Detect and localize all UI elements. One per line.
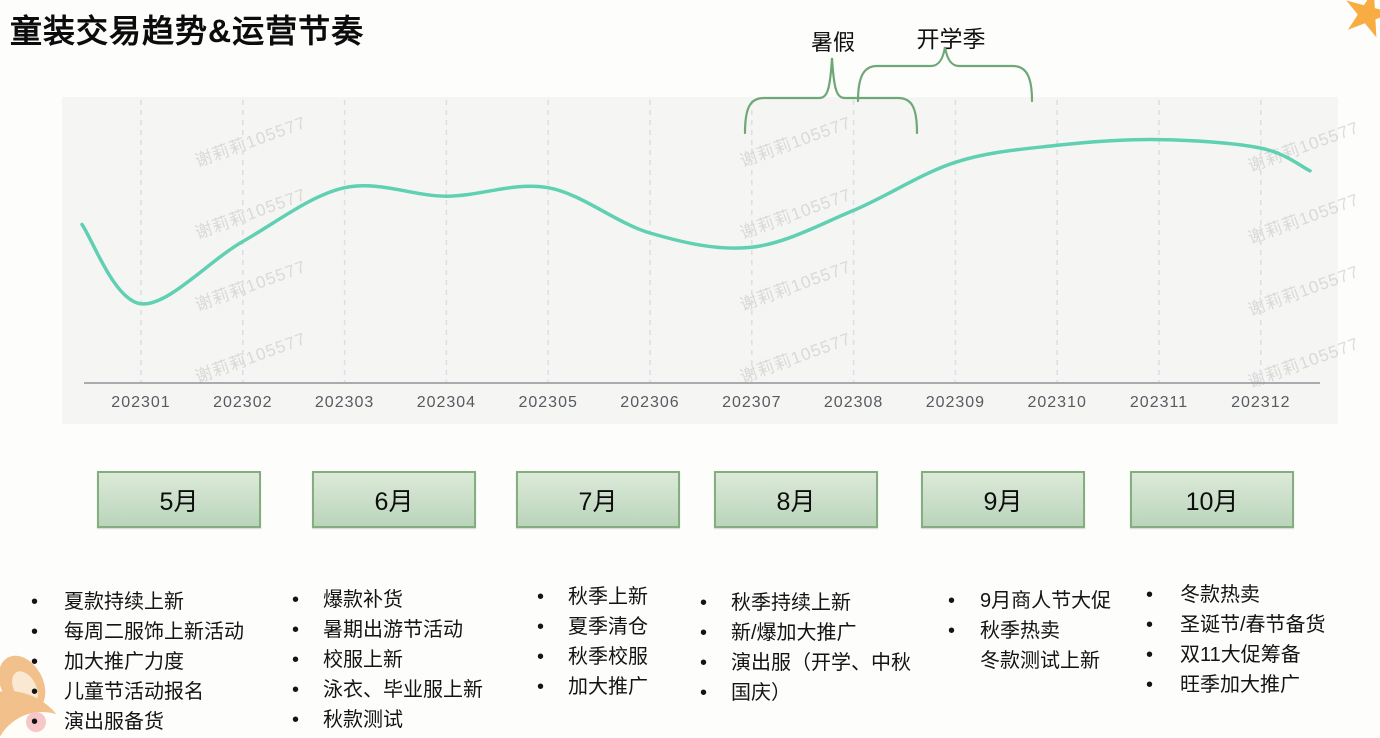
bullet-dot: • — [292, 619, 300, 641]
axis-tick-label: 202303 — [314, 394, 375, 411]
list-item-text: 儿童节活动报名 — [64, 681, 204, 703]
summer-brace — [743, 57, 919, 135]
list-item-text: 秋季校服 — [568, 646, 648, 668]
axis-tick-label: 202306 — [620, 394, 680, 411]
bullet-dot: • — [1146, 614, 1154, 636]
list-item-text: 加大推广力度 — [64, 651, 184, 673]
list-item-text: 暑期出游节活动 — [323, 619, 463, 641]
list-item-text: 夏季清仓 — [568, 616, 648, 638]
bullet-dot: • — [1146, 584, 1154, 606]
bullet-dot: • — [537, 616, 545, 638]
list-item-text: 冬款测试上新 — [980, 650, 1100, 672]
bullet-dot: • — [948, 590, 956, 612]
month-box-may: 5月 — [97, 471, 261, 528]
mascot-decoration — [0, 655, 85, 738]
axis-tick-label: 202304 — [416, 394, 477, 411]
axis-tick-label: 202311 — [1129, 394, 1189, 411]
list-item-text: 秋季上新 — [568, 586, 648, 608]
bullet-dot: • — [948, 620, 956, 642]
list-item-text: 旺季加大推广 — [1180, 674, 1300, 696]
list-item-text: 国庆） — [731, 682, 791, 704]
list-item-text: 秋季持续上新 — [731, 592, 851, 614]
axis-tick-label: 202307 — [722, 394, 782, 411]
month-box-september: 9月 — [921, 471, 1085, 528]
axis-tick-label: 202308 — [823, 394, 884, 411]
bullet-dot: • — [31, 621, 39, 643]
bullet-dot: • — [537, 586, 545, 608]
bullet-dot: • — [700, 652, 708, 674]
chart-grid-and-line — [80, 100, 1320, 384]
list-item-text: 每周二服饰上新活动 — [64, 621, 244, 643]
list-item-text: 爆款补货 — [323, 589, 403, 611]
bullet-dot: • — [537, 646, 545, 668]
bullet-dot: • — [292, 589, 300, 611]
bullet-dot: • — [700, 622, 708, 644]
list-item-text: 校服上新 — [323, 649, 403, 671]
bullet-dot: • — [700, 592, 708, 614]
bullet-dot: • — [292, 709, 300, 731]
list-item-text: 加大推广 — [568, 676, 648, 698]
month-box-october: 10月 — [1130, 471, 1294, 528]
bullet-dot: • — [31, 711, 39, 733]
list-item-text: 演出服备货 — [64, 711, 164, 733]
school-brace — [856, 46, 1034, 103]
list-item-text: 双11大促筹备 — [1180, 644, 1301, 666]
bullet-dot: • — [1146, 674, 1154, 696]
bullet-dot: • — [700, 682, 708, 704]
trend-line — [80, 137, 1312, 306]
page-title: 童装交易趋势&运营节奏 — [10, 13, 365, 49]
list-item-text: 秋款测试 — [323, 709, 403, 731]
bullet-dot: • — [31, 651, 39, 673]
bullet-dot: • — [537, 676, 545, 698]
bullet-dot: • — [292, 649, 300, 671]
axis-tick-label: 202312 — [1231, 394, 1291, 411]
list-item-text: 9月商人节大促 — [980, 590, 1112, 612]
list-item-text: 秋季热卖 — [980, 620, 1060, 642]
axis-tick-label: 202310 — [1027, 394, 1087, 411]
bullet-dot: • — [31, 681, 39, 703]
axis-tick-label: 202302 — [213, 394, 273, 411]
bullet-dot: • — [292, 679, 300, 701]
axis-tick-label: 202309 — [925, 394, 986, 411]
month-box-july: 7月 — [516, 471, 680, 528]
month-box-august: 8月 — [714, 471, 878, 528]
bullet-dot: • — [31, 591, 39, 613]
list-item-text: 圣诞节/春节备货 — [1180, 614, 1326, 636]
axis-tick-label: 202305 — [518, 394, 578, 411]
chart-panel — [62, 97, 1338, 424]
bullet-dot: • — [1146, 644, 1154, 666]
list-item-text: 泳衣、毕业服上新 — [323, 679, 483, 701]
month-box-june: 6月 — [312, 471, 476, 528]
list-item-text: 演出服（开学、中秋 — [731, 652, 911, 674]
school-label: 开学季 — [916, 26, 986, 52]
list-item-text: 夏款持续上新 — [64, 591, 184, 613]
summer-label: 暑假 — [810, 30, 856, 55]
list-item-text: 冬款热卖 — [1180, 584, 1260, 606]
list-item-text: 新/爆加大推广 — [731, 622, 857, 644]
axis-tick-label: 202301 — [111, 394, 171, 411]
